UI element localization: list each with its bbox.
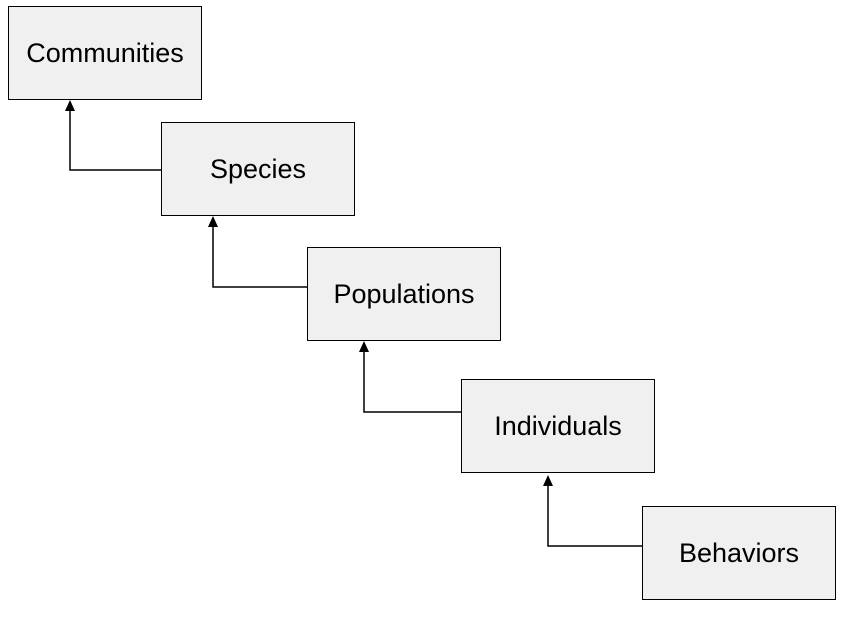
connector-behaviors-to-individuals (547, 485, 642, 547)
populations-box: Populations (307, 247, 501, 341)
communities-box: Communities (8, 6, 202, 100)
arrowhead-species (208, 216, 218, 227)
connector-individuals-to-populations (363, 351, 461, 413)
behaviors-label: Behaviors (678, 537, 800, 568)
communities-label: Communities (26, 37, 184, 68)
individuals-box: Individuals (461, 379, 655, 473)
connector-species-to-communities (69, 110, 161, 171)
species-label: Species (209, 153, 307, 184)
arrowhead-individuals (543, 475, 553, 486)
species-box: Species (161, 122, 355, 216)
behaviors-box: Behaviors (642, 506, 836, 600)
populations-label: Populations (333, 278, 475, 309)
connector-populations-to-species (212, 226, 307, 288)
individuals-label: Individuals (494, 410, 622, 441)
arrowhead-communities (65, 100, 75, 111)
arrowhead-populations (359, 341, 369, 352)
